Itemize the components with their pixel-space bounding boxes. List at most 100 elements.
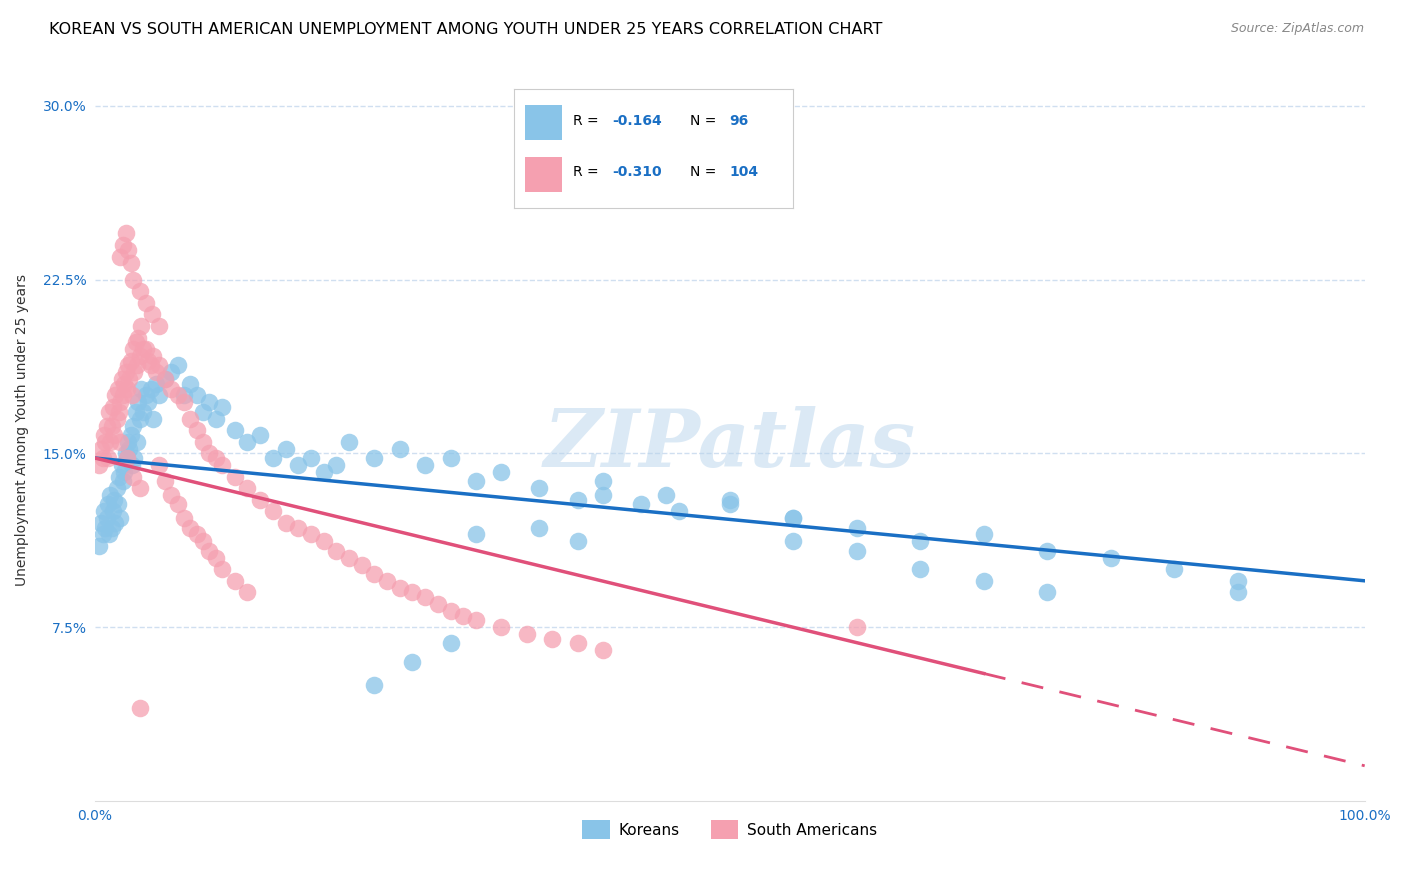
Point — [198, 446, 221, 460]
Point — [179, 411, 201, 425]
Point — [112, 465, 135, 479]
Point — [592, 488, 614, 502]
Point — [128, 411, 150, 425]
Point — [249, 428, 271, 442]
Point — [103, 428, 125, 442]
Point — [132, 342, 155, 356]
Point — [173, 395, 195, 409]
Point — [1226, 585, 1249, 599]
Point — [211, 562, 233, 576]
Point — [139, 382, 162, 396]
Point — [122, 342, 145, 356]
Point — [363, 566, 385, 581]
Point — [166, 359, 188, 373]
Point — [97, 450, 120, 465]
Point — [224, 423, 246, 437]
Point — [148, 388, 170, 402]
Point — [224, 574, 246, 588]
Point — [91, 450, 114, 465]
Point — [108, 405, 131, 419]
Point — [121, 458, 143, 472]
Point — [630, 497, 652, 511]
Point — [98, 405, 121, 419]
Point — [204, 450, 226, 465]
Point — [567, 534, 589, 549]
Legend: Koreans, South Americans: Koreans, South Americans — [576, 814, 883, 845]
Point — [1036, 543, 1059, 558]
Point — [718, 492, 741, 507]
Point — [191, 534, 214, 549]
Point — [426, 597, 449, 611]
Point — [128, 701, 150, 715]
Point — [128, 349, 150, 363]
Point — [173, 388, 195, 402]
Point — [153, 474, 176, 488]
Point — [117, 243, 139, 257]
Point — [90, 442, 112, 456]
Point — [491, 465, 513, 479]
Point — [98, 527, 121, 541]
Point — [312, 465, 335, 479]
Point — [516, 627, 538, 641]
Point — [105, 481, 128, 495]
Point — [910, 562, 932, 576]
Point — [93, 504, 115, 518]
Point — [125, 434, 148, 449]
Point — [363, 678, 385, 692]
Point — [274, 516, 297, 530]
Point — [117, 359, 139, 373]
Point — [112, 238, 135, 252]
Point — [121, 388, 143, 402]
Point — [120, 353, 142, 368]
Point — [98, 434, 121, 449]
Point — [204, 411, 226, 425]
Point — [111, 372, 134, 386]
Point — [96, 511, 118, 525]
Point — [107, 497, 129, 511]
Point — [1163, 562, 1185, 576]
Point — [1099, 550, 1122, 565]
Point — [114, 227, 136, 241]
Point — [236, 481, 259, 495]
Point — [110, 395, 132, 409]
Point — [153, 372, 176, 386]
Point — [148, 458, 170, 472]
Point — [337, 434, 360, 449]
Point — [166, 497, 188, 511]
Point — [186, 423, 208, 437]
Point — [211, 400, 233, 414]
Point — [249, 492, 271, 507]
Point — [299, 450, 322, 465]
Point — [491, 620, 513, 634]
Point — [112, 388, 135, 402]
Point — [782, 511, 804, 525]
Point — [325, 458, 347, 472]
Point — [401, 655, 423, 669]
Point — [388, 442, 411, 456]
Point — [94, 434, 117, 449]
Point — [100, 418, 122, 433]
Point — [125, 359, 148, 373]
Point — [122, 273, 145, 287]
Point — [782, 534, 804, 549]
Point — [135, 388, 157, 402]
Point — [204, 550, 226, 565]
Point — [101, 504, 124, 518]
Point — [127, 395, 149, 409]
Point — [124, 450, 146, 465]
Point — [112, 376, 135, 391]
Point — [120, 256, 142, 270]
Point — [262, 504, 284, 518]
Point — [125, 405, 148, 419]
Point — [198, 543, 221, 558]
Point — [337, 550, 360, 565]
Point — [94, 520, 117, 534]
Point — [127, 330, 149, 344]
Point — [166, 388, 188, 402]
Point — [592, 643, 614, 657]
Point — [145, 365, 167, 379]
Point — [179, 520, 201, 534]
Point — [299, 527, 322, 541]
Point — [110, 250, 132, 264]
Point — [145, 376, 167, 391]
